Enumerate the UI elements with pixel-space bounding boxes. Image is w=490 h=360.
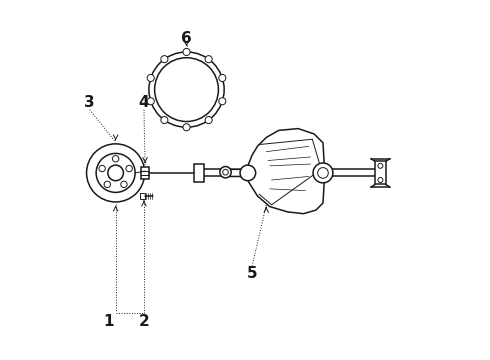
Circle shape <box>108 165 123 181</box>
Text: 5: 5 <box>247 266 257 282</box>
FancyBboxPatch shape <box>141 167 149 179</box>
Text: 2: 2 <box>139 314 149 329</box>
Circle shape <box>378 163 383 168</box>
Polygon shape <box>323 169 376 176</box>
FancyBboxPatch shape <box>375 161 386 184</box>
Circle shape <box>205 117 212 123</box>
Circle shape <box>313 163 333 183</box>
Circle shape <box>147 98 154 105</box>
Circle shape <box>205 55 212 63</box>
Circle shape <box>183 124 190 131</box>
Text: 4: 4 <box>139 95 149 109</box>
Circle shape <box>147 75 154 81</box>
Circle shape <box>155 58 219 122</box>
Circle shape <box>378 177 383 183</box>
FancyBboxPatch shape <box>194 164 204 182</box>
Circle shape <box>161 55 168 63</box>
Circle shape <box>121 181 127 188</box>
Circle shape <box>220 167 231 178</box>
Circle shape <box>99 165 105 172</box>
Circle shape <box>104 181 110 188</box>
Circle shape <box>318 168 328 178</box>
Text: 1: 1 <box>103 314 114 329</box>
Circle shape <box>219 75 226 81</box>
Circle shape <box>87 144 145 202</box>
Circle shape <box>183 49 190 55</box>
Polygon shape <box>247 129 325 214</box>
Circle shape <box>222 169 228 175</box>
Circle shape <box>149 52 224 127</box>
Polygon shape <box>225 169 247 176</box>
Circle shape <box>240 165 256 181</box>
Circle shape <box>161 117 168 123</box>
Circle shape <box>112 156 119 162</box>
Circle shape <box>126 165 132 172</box>
Text: 6: 6 <box>181 31 192 46</box>
Circle shape <box>96 153 135 192</box>
Text: 3: 3 <box>84 95 95 109</box>
FancyBboxPatch shape <box>140 193 145 199</box>
Circle shape <box>219 98 226 105</box>
